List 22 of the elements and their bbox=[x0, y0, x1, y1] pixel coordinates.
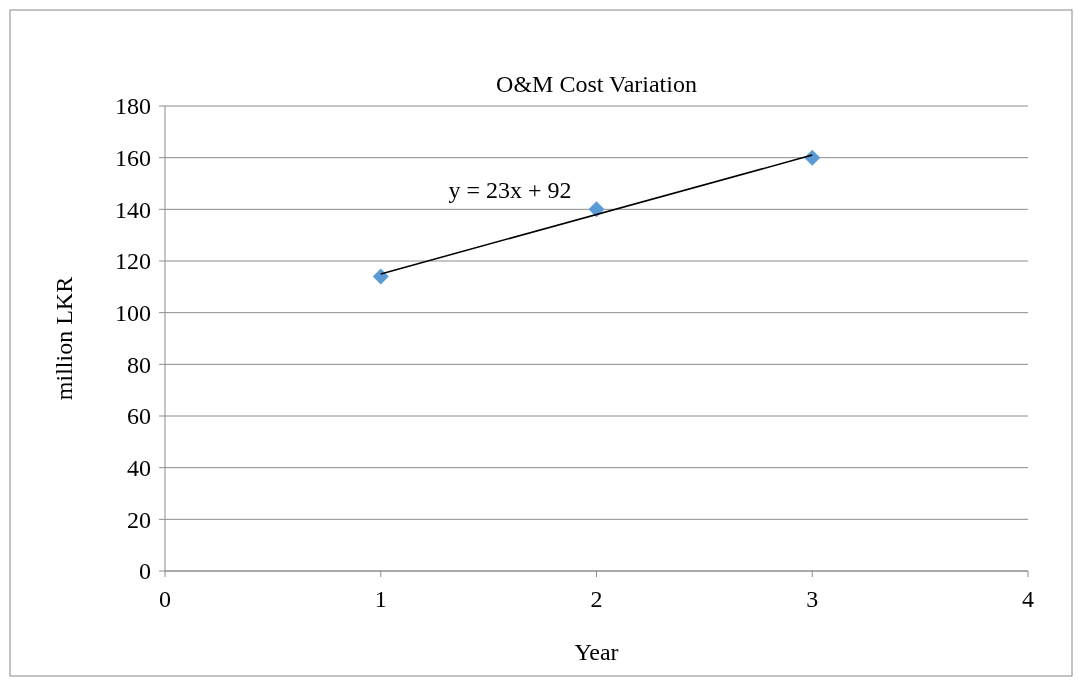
y-tick-label: 0 bbox=[139, 558, 151, 585]
point bbox=[804, 149, 821, 166]
point bbox=[588, 201, 605, 218]
x-tick-label: 4 bbox=[1022, 586, 1034, 612]
y-tick-label: 80 bbox=[127, 351, 151, 378]
y-tick-label: 40 bbox=[127, 455, 151, 482]
x-tick-label: 1 bbox=[374, 586, 387, 612]
y-tick-label: 20 bbox=[127, 506, 151, 533]
y-tick-label: 60 bbox=[127, 403, 151, 430]
y-tick-label: 100 bbox=[115, 300, 151, 327]
y-tick-label: 160 bbox=[115, 145, 151, 172]
y-tick-label: 120 bbox=[115, 248, 151, 275]
x-tick-label: 2 bbox=[590, 586, 603, 612]
x-tick-label: 3 bbox=[806, 586, 819, 612]
chart-title: O&M Cost Variation bbox=[496, 71, 697, 97]
y-tick-label: 180 bbox=[115, 93, 151, 120]
point bbox=[372, 268, 389, 285]
annotation: y = 23x + 92 bbox=[448, 177, 572, 204]
y-tick-label: 140 bbox=[115, 196, 151, 223]
x-tick-label: 0 bbox=[159, 586, 171, 612]
y-axis-title: million LKR bbox=[51, 276, 77, 401]
x-axis-title: Year bbox=[574, 639, 619, 665]
